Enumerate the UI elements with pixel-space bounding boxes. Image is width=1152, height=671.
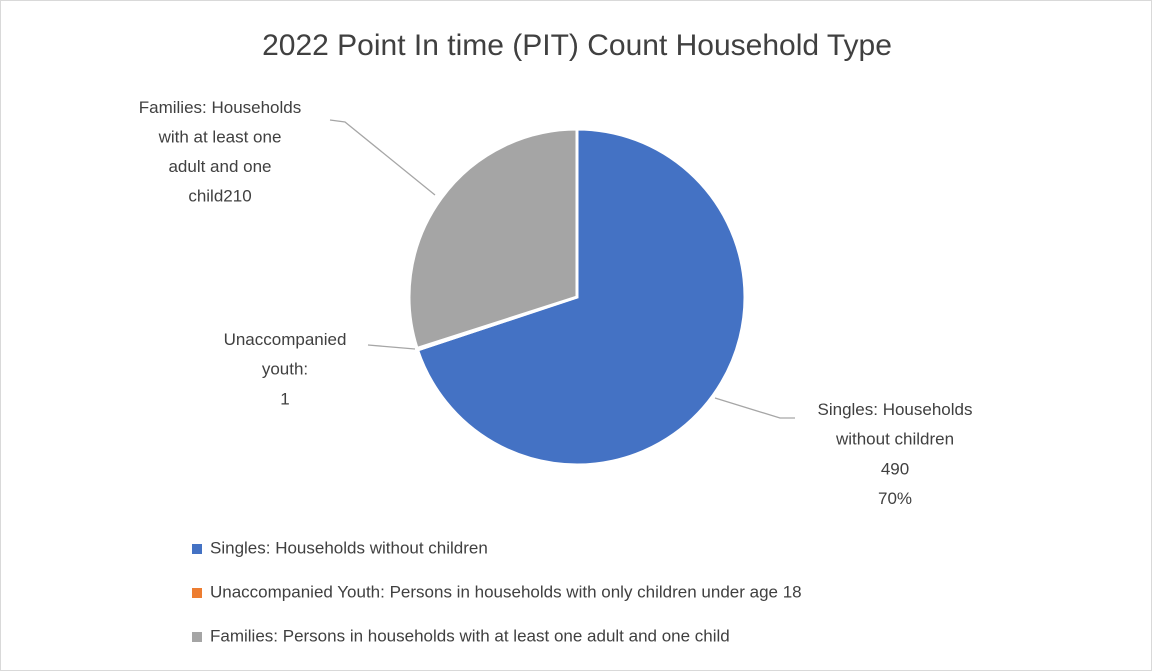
data-label-name: without children [835, 430, 954, 449]
data-label: youth: [262, 360, 308, 379]
legend-swatch [192, 588, 202, 598]
data-label-value: 210 [223, 187, 251, 206]
data-label: adult and one [168, 157, 271, 176]
data-label-percent: 70% [878, 489, 912, 508]
pie-slice [415, 127, 747, 467]
pie-slice [407, 127, 579, 351]
data-label: child210 [188, 187, 251, 206]
legend-swatch [192, 544, 202, 554]
data-label-name: with at least one [158, 128, 282, 147]
data-label: with at least one [158, 128, 282, 147]
data-label: Singles: Households [818, 400, 973, 419]
legend-label: Families: Persons in households with at … [210, 626, 730, 645]
data-label: without children [835, 430, 954, 449]
legend-label: Unaccompanied Youth: Persons in househol… [210, 582, 802, 601]
legend-swatch [192, 632, 202, 642]
data-label-name: Singles: Households [818, 400, 973, 419]
chart-title: 2022 Point In time (PIT) Count Household… [262, 29, 892, 62]
leader-line [367, 344, 416, 350]
data-label: Unaccompanied [224, 330, 347, 349]
leader-line [714, 397, 795, 419]
data-label-name: Families: Households [139, 98, 302, 117]
leader-line [329, 119, 436, 196]
legend-label: Singles: Households without children [210, 538, 488, 557]
data-label-name: adult and one [168, 157, 271, 176]
data-label-name: Unaccompanied [224, 330, 347, 349]
data-label-value: 490 [881, 459, 909, 478]
data-label-value: 1 [280, 389, 289, 408]
data-label-name: youth: [262, 360, 308, 379]
data-label-name: child [188, 187, 223, 206]
data-label: Families: Households [139, 98, 302, 117]
